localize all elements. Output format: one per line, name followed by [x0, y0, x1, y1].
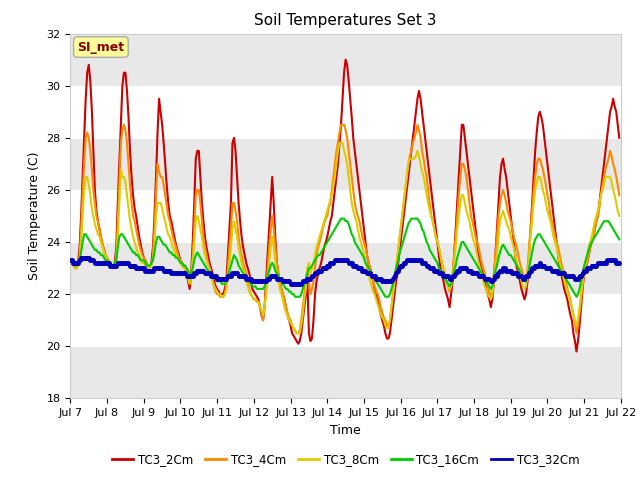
- Bar: [70, 242, 621, 294]
- Title: Soil Temperatures Set 3: Soil Temperatures Set 3: [254, 13, 437, 28]
- Bar: [70, 34, 621, 86]
- Bar: [70, 138, 621, 190]
- Y-axis label: Soil Temperature (C): Soil Temperature (C): [28, 152, 41, 280]
- Legend: TC3_2Cm, TC3_4Cm, TC3_8Cm, TC3_16Cm, TC3_32Cm: TC3_2Cm, TC3_4Cm, TC3_8Cm, TC3_16Cm, TC3…: [107, 448, 584, 470]
- X-axis label: Time: Time: [330, 424, 361, 437]
- Text: SI_met: SI_met: [77, 40, 124, 54]
- Bar: [70, 346, 621, 398]
